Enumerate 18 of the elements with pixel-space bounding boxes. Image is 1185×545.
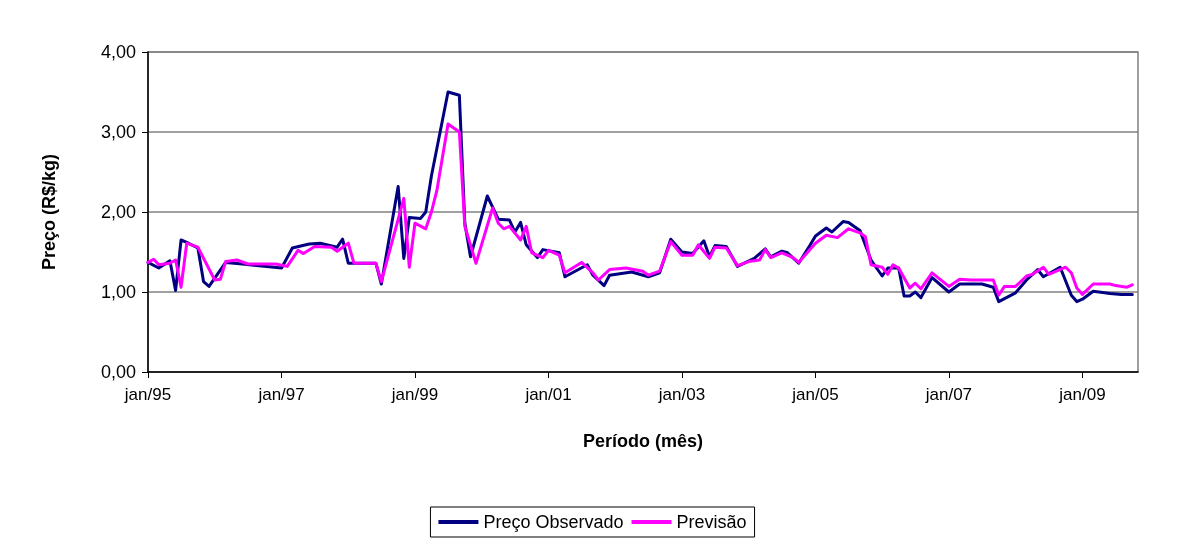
y-tick-label: 2,00 [100,202,136,222]
line-series [146,122,1134,297]
legend-label: Preço Observado [483,512,624,532]
y-tick-label: 0,00 [100,362,136,382]
x-tick-label: jan/03 [657,385,706,404]
y-axis-title: Preço (R$/kg) [39,153,59,271]
y-tick-label: 1,00 [100,282,136,302]
x-axis-title: Período (mês) [582,431,704,451]
x-tick-label: jan/95 [123,385,172,404]
x-tick-label: jan/99 [390,385,439,404]
x-tick-label: jan/05 [791,385,839,404]
x-tick-label: jan/01 [524,385,572,404]
x-tick-label: jan/97 [257,385,305,404]
y-tick-label: 4,00 [100,42,136,62]
x-tick-label: jan/09 [1058,385,1106,404]
legend-label: Previsão [676,512,747,532]
x-tick-label: jan/07 [924,385,973,404]
y-tick-label: 3,00 [100,122,136,142]
